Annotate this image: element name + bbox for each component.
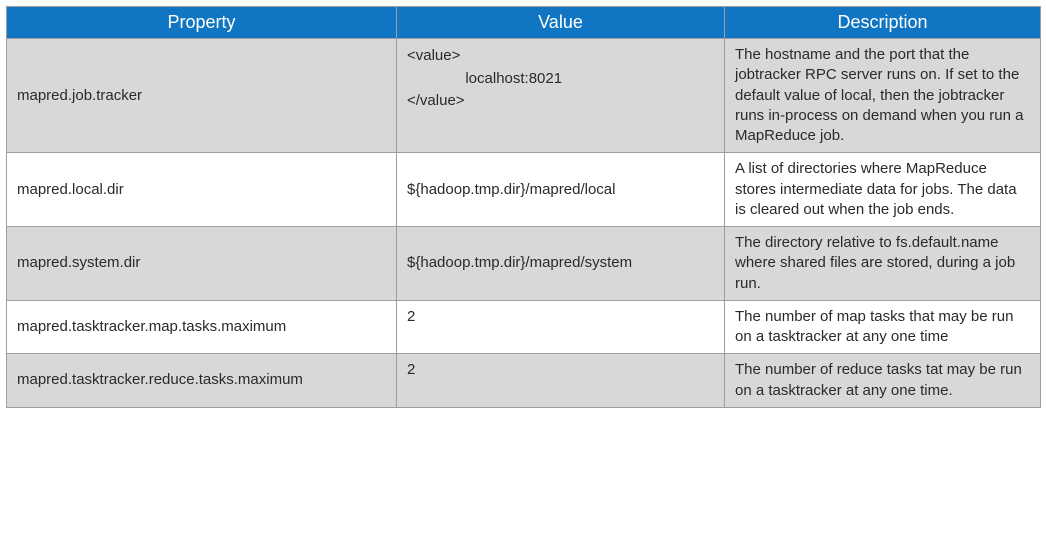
table-body: mapred.job.tracker<value> localhost:8021… — [7, 39, 1041, 408]
cell-description: The hostname and the port that the jobtr… — [725, 39, 1041, 153]
cell-value: 2 — [397, 300, 725, 354]
cell-property: mapred.system.dir — [7, 227, 397, 301]
cell-description: The number of map tasks that may be run … — [725, 300, 1041, 354]
table-header-row: Property Value Description — [7, 7, 1041, 39]
table-row: mapred.job.tracker<value> localhost:8021… — [7, 39, 1041, 153]
table-row: mapred.tasktracker.reduce.tasks.maximum2… — [7, 354, 1041, 408]
cell-description: The directory relative to fs.default.nam… — [725, 227, 1041, 301]
table-row: mapred.tasktracker.map.tasks.maximum2The… — [7, 300, 1041, 354]
cell-property: mapred.local.dir — [7, 153, 397, 227]
cell-value: <value> localhost:8021 </value> — [397, 39, 725, 153]
cell-value: ${hadoop.tmp.dir}/mapred/local — [397, 153, 725, 227]
cell-property: mapred.job.tracker — [7, 39, 397, 153]
col-header-property: Property — [7, 7, 397, 39]
cell-description: A list of directories where MapReduce st… — [725, 153, 1041, 227]
table-row: mapred.system.dir${hadoop.tmp.dir}/mapre… — [7, 227, 1041, 301]
cell-value: 2 — [397, 354, 725, 408]
cell-value: ${hadoop.tmp.dir}/mapred/system — [397, 227, 725, 301]
col-header-description: Description — [725, 7, 1041, 39]
table-row: mapred.local.dir${hadoop.tmp.dir}/mapred… — [7, 153, 1041, 227]
cell-description: The number of reduce tasks tat may be ru… — [725, 354, 1041, 408]
properties-table: Property Value Description mapred.job.tr… — [6, 6, 1041, 408]
cell-property: mapred.tasktracker.map.tasks.maximum — [7, 300, 397, 354]
col-header-value: Value — [397, 7, 725, 39]
cell-property: mapred.tasktracker.reduce.tasks.maximum — [7, 354, 397, 408]
